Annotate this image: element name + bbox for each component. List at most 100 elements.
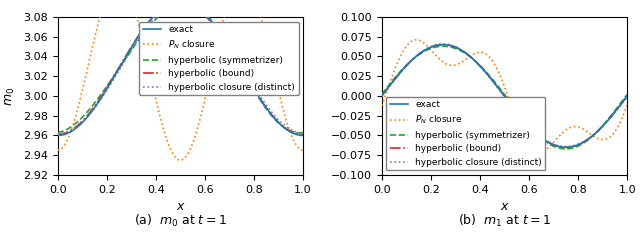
- $P_N$ closure: [201, 99, 209, 102]
- hyperbolic closure (distinct): [495, 88, 502, 91]
- Line: hyperbolic (bound): hyperbolic (bound): [381, 45, 627, 147]
- hyperbolic (symmetrizer): [200, 11, 208, 14]
- hyperbolic (bound): [170, 1, 178, 4]
- hyperbolic (bound): [511, 108, 519, 111]
- $P_N$ closure: [495, 71, 502, 74]
- hyperbolic closure (distinct): [524, 124, 532, 127]
- exact: [187, 2, 195, 5]
- $P_N$ closure: [524, 143, 532, 146]
- hyperbolic closure (distinct): [172, 2, 180, 5]
- hyperbolic (symmetrizer): [495, 86, 502, 88]
- $P_N$ closure: [171, 155, 179, 158]
- Legend: exact, $P_N$ closure, hyperbolic (symmetrizer), hyperbolic (bound), hyperbolic c: exact, $P_N$ closure, hyperbolic (symmet…: [140, 22, 299, 95]
- hyperbolic closure (distinct): [188, 4, 195, 7]
- hyperbolic (bound): [54, 133, 61, 136]
- exact: [562, 146, 570, 149]
- hyperbolic (symmetrizer): [180, 2, 188, 5]
- $P_N$ closure: [580, 128, 588, 131]
- hyperbolic (bound): [176, 1, 184, 4]
- hyperbolic closure (distinct): [171, 3, 179, 6]
- exact: [176, 0, 184, 3]
- exact: [300, 134, 307, 137]
- hyperbolic (symmetrizer): [524, 123, 532, 126]
- hyperbolic (bound): [187, 3, 195, 6]
- X-axis label: x: x: [177, 200, 184, 213]
- hyperbolic closure (distinct): [439, 43, 447, 45]
- Line: $P_N$ closure: $P_N$ closure: [381, 40, 627, 152]
- Line: $P_N$ closure: $P_N$ closure: [58, 0, 303, 160]
- Y-axis label: $m_0$: $m_0$: [4, 87, 17, 105]
- hyperbolic (bound): [300, 133, 307, 136]
- hyperbolic (symmetrizer): [187, 4, 195, 7]
- hyperbolic (symmetrizer): [294, 131, 301, 134]
- hyperbolic (symmetrizer): [296, 131, 303, 134]
- $P_N$ closure: [188, 145, 195, 148]
- exact: [618, 101, 626, 104]
- hyperbolic closure (distinct): [497, 90, 504, 93]
- exact: [497, 89, 504, 92]
- hyperbolic closure (distinct): [618, 102, 626, 105]
- Line: hyperbolic closure (distinct): hyperbolic closure (distinct): [381, 44, 627, 147]
- hyperbolic (bound): [255, 96, 263, 99]
- hyperbolic (bound): [495, 87, 502, 90]
- hyperbolic (bound): [378, 95, 385, 97]
- exact: [255, 96, 263, 99]
- $P_N$ closure: [378, 104, 385, 107]
- exact: [200, 12, 208, 15]
- exact: [511, 108, 519, 111]
- Text: (b)  $m_1$ at $t=1$: (b) $m_1$ at $t=1$: [458, 213, 551, 229]
- $P_N$ closure: [623, 104, 631, 107]
- hyperbolic (symmetrizer): [255, 97, 263, 100]
- Line: hyperbolic (symmetrizer): hyperbolic (symmetrizer): [381, 46, 627, 149]
- Line: exact: exact: [58, 1, 303, 135]
- exact: [294, 133, 301, 136]
- Line: hyperbolic (symmetrizer): hyperbolic (symmetrizer): [58, 4, 303, 133]
- hyperbolic closure (distinct): [256, 94, 264, 97]
- hyperbolic (symmetrizer): [170, 4, 178, 7]
- hyperbolic (symmetrizer): [580, 141, 588, 144]
- hyperbolic closure (distinct): [55, 132, 63, 135]
- hyperbolic closure (distinct): [300, 132, 307, 135]
- exact: [170, 0, 178, 3]
- hyperbolic closure (distinct): [178, 2, 186, 5]
- hyperbolic (symmetrizer): [618, 99, 626, 102]
- exact: [495, 87, 502, 90]
- hyperbolic closure (distinct): [580, 140, 588, 143]
- hyperbolic (symmetrizer): [378, 93, 385, 96]
- hyperbolic (bound): [294, 132, 301, 135]
- Text: (a)  $m_0$ at $t=1$: (a) $m_0$ at $t=1$: [134, 213, 227, 229]
- hyperbolic closure (distinct): [294, 131, 302, 134]
- hyperbolic closure (distinct): [511, 109, 519, 112]
- exact: [54, 134, 61, 137]
- hyperbolic (symmetrizer): [54, 131, 61, 134]
- $P_N$ closure: [256, 12, 264, 15]
- $P_N$ closure: [535, 151, 543, 154]
- hyperbolic (symmetrizer): [562, 148, 570, 150]
- hyperbolic (bound): [580, 140, 588, 143]
- exact: [172, 0, 180, 3]
- exact: [439, 43, 447, 46]
- Line: hyperbolic closure (distinct): hyperbolic closure (distinct): [58, 3, 303, 133]
- Line: exact: exact: [381, 45, 627, 147]
- $P_N$ closure: [172, 157, 180, 160]
- hyperbolic (bound): [623, 95, 631, 97]
- hyperbolic closure (distinct): [201, 13, 209, 16]
- Line: hyperbolic (bound): hyperbolic (bound): [58, 2, 303, 134]
- hyperbolic closure (distinct): [562, 145, 570, 148]
- $P_N$ closure: [511, 114, 519, 117]
- hyperbolic (bound): [299, 133, 307, 136]
- $P_N$ closure: [300, 149, 307, 152]
- hyperbolic (symmetrizer): [497, 87, 504, 90]
- hyperbolic (bound): [439, 43, 447, 46]
- Legend: exact, $P_N$ closure, hyperbolic (symmetrizer), hyperbolic (bound), hyperbolic c: exact, $P_N$ closure, hyperbolic (symmet…: [386, 97, 545, 170]
- exact: [524, 124, 532, 127]
- hyperbolic (symmetrizer): [300, 131, 307, 134]
- exact: [623, 95, 631, 97]
- hyperbolic (bound): [172, 1, 180, 4]
- hyperbolic (symmetrizer): [172, 4, 180, 7]
- hyperbolic (bound): [200, 13, 208, 16]
- $P_N$ closure: [176, 159, 184, 162]
- hyperbolic closure (distinct): [54, 132, 61, 135]
- hyperbolic closure (distinct): [623, 95, 631, 98]
- hyperbolic (bound): [562, 146, 570, 149]
